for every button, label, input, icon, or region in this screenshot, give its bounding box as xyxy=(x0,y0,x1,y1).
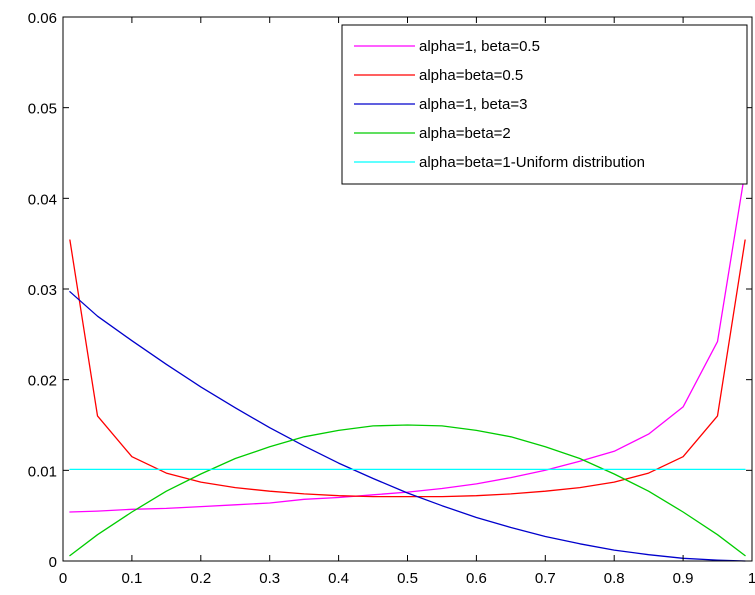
x-tick-label: 0 xyxy=(59,570,67,587)
y-tick-label: 0.01 xyxy=(28,463,57,480)
x-tick-label: 0.2 xyxy=(190,570,211,587)
legend-label-5: alpha=beta=1-Uniform distribution xyxy=(419,154,645,171)
y-tick-label: 0.04 xyxy=(28,191,57,208)
x-tick-label: 0.4 xyxy=(328,570,349,587)
x-tick-label: 0.6 xyxy=(466,570,487,587)
x-tick-label: 0.7 xyxy=(535,570,556,587)
x-tick-label: 1 xyxy=(748,570,755,587)
legend-label-4: alpha=beta=2 xyxy=(419,125,511,142)
series-line-3 xyxy=(69,291,746,562)
y-tick-label: 0.06 xyxy=(28,10,57,27)
y-tick-label: 0.03 xyxy=(28,282,57,299)
x-tick-label: 0.1 xyxy=(121,570,142,587)
x-tick-label: 0.8 xyxy=(604,570,625,587)
ticks-layer: 0 0.1 0.2 0.3 0.4 0.5 0.6 0.7 0.8 0.9 1 0 0.01 0.02 0.… xyxy=(28,10,755,587)
x-tick-label: 0.3 xyxy=(259,570,280,587)
y-tick-label: 0.02 xyxy=(28,373,57,390)
series-layer xyxy=(69,170,746,562)
y-tick-label: 0 xyxy=(49,554,57,571)
legend: alpha=1, beta=0.5 alpha=beta=0.5 alpha=1, … xyxy=(341,24,748,185)
series-line-1 xyxy=(69,170,746,513)
x-tick-label: 0.5 xyxy=(397,570,418,587)
legend-label-2: alpha=beta=0.5 xyxy=(419,67,523,84)
series-line-2 xyxy=(69,239,746,498)
legend-label-1: alpha=1, beta=0.5 xyxy=(419,38,540,55)
series-line-4 xyxy=(69,424,746,557)
y-tick-label: 0.05 xyxy=(28,101,57,118)
legend-label-3: alpha=1, beta=3 xyxy=(419,96,527,113)
x-tick-label: 0.9 xyxy=(673,570,694,587)
